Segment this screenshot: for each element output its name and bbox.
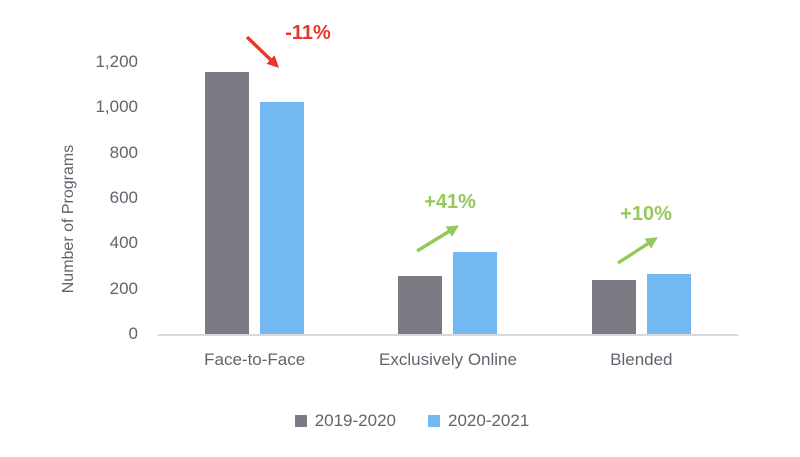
category-group-exclusively-online: [351, 62, 544, 334]
increase-arrow-icon: [416, 225, 459, 253]
category-group-face-to-face: [158, 62, 351, 334]
legend-label-2019-2020: 2019-2020: [314, 411, 396, 430]
y-tick-label: 0: [128, 324, 138, 343]
y-tick-label: 800: [109, 142, 138, 162]
annotation-increase-41pct: +41%: [424, 191, 476, 213]
bar-2020-2021-face-to-face: [260, 101, 305, 334]
category-group-blended: [545, 62, 738, 334]
bar-2019-2020-blended: [591, 279, 636, 334]
x-axis-label-face-to-face: Face-to-Face: [204, 350, 306, 369]
legend: 2019-2020 2020-2021: [0, 411, 800, 431]
y-tick-label: 200: [109, 278, 138, 298]
plot-area: [158, 62, 738, 336]
legend-swatch-2019-2020: [294, 415, 307, 427]
y-axis-ticks: 0 200 400 600 800 1,000 1,200: [0, 52, 138, 343]
annotation-decrease-11pct: -11%: [285, 22, 331, 44]
x-axis-label-blended: Blended: [610, 350, 673, 369]
bar-2019-2020-exclusively-online: [398, 276, 443, 334]
y-tick-label: 1,000: [95, 97, 138, 117]
decrease-arrow-icon: [245, 35, 280, 68]
y-tick-label: 1,200: [95, 52, 138, 71]
legend-label-2020-2021: 2020-2021: [448, 411, 530, 430]
legend-item-2019-2020: 2019-2020: [294, 411, 396, 431]
annotation-increase-10pct: +10%: [620, 203, 672, 225]
x-axis-labels: Face-to-Face Exclusively Online Blended: [158, 350, 738, 370]
increase-arrow-icon: [617, 237, 658, 265]
y-tick-label: 600: [109, 188, 138, 207]
x-axis-label-exclusively-online: Exclusively Online: [379, 350, 517, 369]
bar-2019-2020-face-to-face: [205, 72, 250, 334]
y-tick-label: 400: [109, 233, 138, 253]
legend-item-2020-2021: 2020-2021: [428, 411, 529, 431]
bar-2020-2021-blended: [646, 273, 691, 334]
legend-swatch-2020-2021: [428, 415, 440, 427]
bar-2020-2021-exclusively-online: [453, 252, 498, 334]
